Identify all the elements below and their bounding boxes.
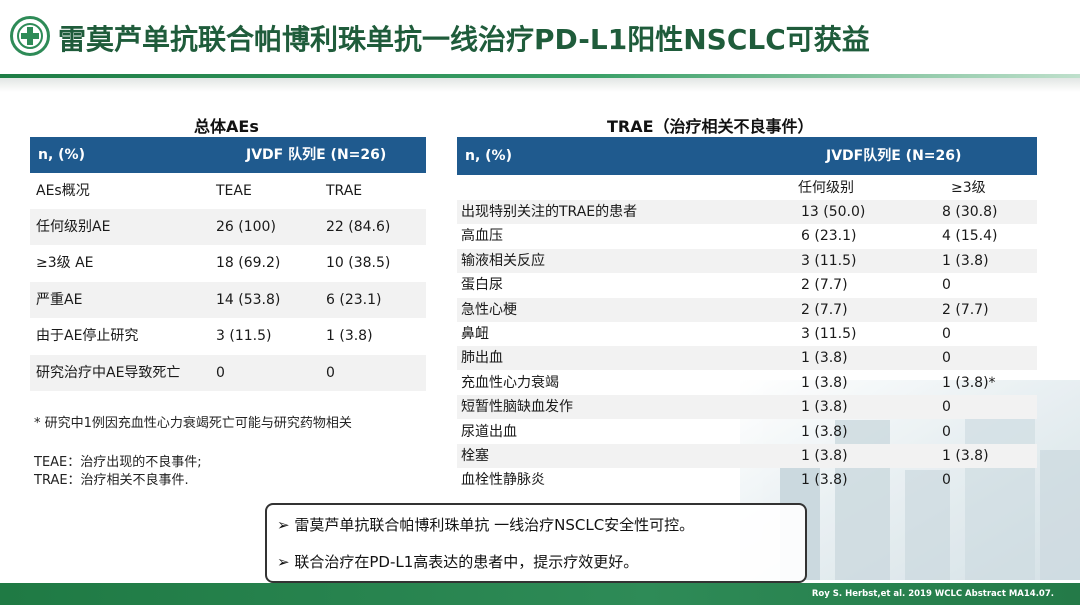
trae-definition: TRAE：治疗相关不良事件.	[34, 473, 189, 488]
left-table-row: 研究治疗中AE导致死亡 0 0	[30, 355, 426, 391]
right-col-label: n, (%)	[465, 148, 512, 164]
row-label: 由于AE停止研究	[36, 328, 139, 344]
any-grade-value: 1 (3.8)	[801, 399, 848, 416]
header-divider	[0, 74, 1080, 78]
death-footnote: * 研究中1例因充血性心力衰竭死亡可能与研究药物相关	[34, 416, 352, 431]
any-grade-value: 1 (3.8)	[801, 448, 848, 464]
row-label: 栓塞	[461, 448, 489, 464]
slide-header: 雷莫芦单抗联合帕博利珠单抗一线治疗PD-L1阳性NSCLC可获益	[0, 0, 1080, 78]
citation: Roy S. Herbst,et al. 2019 WCLC Abstract …	[811, 589, 1054, 599]
row-label: 血栓性静脉炎	[461, 472, 545, 489]
grade3-value: 1 (3.8)	[942, 252, 989, 269]
right-table-title: TRAE（治疗相关不良事件）	[607, 117, 814, 136]
row-label: 肺出血	[461, 350, 503, 367]
grade3-value: 2 (7.7)	[942, 301, 989, 318]
grade3-value: 0	[942, 350, 951, 367]
grade3-value: 8 (30.8)	[942, 204, 998, 220]
left-table-title: 总体AEs	[194, 117, 259, 136]
left-table-row: 严重AE 14 (53.8) 6 (23.1)	[30, 282, 426, 318]
any-grade-value: 3 (11.5)	[801, 326, 857, 342]
trae-value: TRAE	[326, 183, 363, 199]
trae-value: 6 (23.1)	[326, 292, 382, 308]
row-label: 鼻衄	[461, 326, 489, 342]
right-table-row: 肺出血 1 (3.8) 0	[457, 346, 1037, 371]
teae-value: 18 (69.2)	[216, 255, 281, 271]
row-label: 研究治疗中AE导致死亡	[36, 365, 181, 381]
row-label: 任何级别AE	[36, 219, 111, 235]
subheader-any-grade: 任何级别	[798, 180, 854, 196]
row-label: 高血压	[461, 228, 503, 245]
any-grade-value: 1 (3.8)	[801, 350, 848, 367]
trae-value: 10 (38.5)	[326, 255, 391, 271]
right-group-label: JVDF队列E (N=26)	[826, 148, 962, 164]
row-label: 短暂性脑缺血发作	[461, 399, 573, 416]
row-label: 严重AE	[36, 292, 83, 308]
right-table-row: 尿道出血 1 (3.8) 0	[457, 420, 1037, 444]
row-label: 尿道出血	[461, 423, 517, 440]
any-grade-value: 3 (11.5)	[801, 252, 857, 269]
grade3-value: 0	[942, 326, 951, 342]
teae-value: 0	[216, 365, 225, 381]
left-table-row: 由于AE停止研究 3 (11.5) 1 (3.8)	[30, 318, 426, 354]
grade3-value: 0	[942, 423, 951, 440]
right-subheader-row: 任何级别 ≥3级	[457, 176, 1037, 200]
teae-value: TEAE	[216, 183, 252, 199]
grade3-value: 0	[942, 399, 951, 416]
grade3-value: 0	[942, 277, 951, 294]
left-table-header: n, (%) JVDF 队列E (N=26)	[30, 137, 426, 173]
trae-value: 0	[326, 365, 335, 381]
any-grade-value: 1 (3.8)	[801, 472, 848, 489]
row-label: 充血性心力衰竭	[461, 374, 559, 391]
subheader-grade3: ≥3级	[951, 180, 986, 196]
right-table-row: 短暂性脑缺血发作 1 (3.8) 0	[457, 395, 1037, 420]
row-label: 蛋白尿	[461, 277, 503, 294]
right-table-header: n, (%) JVDF队列E (N=26)	[457, 137, 1037, 175]
trae-value: 22 (84.6)	[326, 219, 391, 235]
grade3-value: 0	[942, 472, 951, 489]
any-grade-value: 2 (7.7)	[801, 277, 848, 294]
row-label: AEs概况	[36, 183, 90, 199]
grade3-value: 1 (3.8)	[942, 448, 989, 464]
grade3-value: 1 (3.8)*	[942, 374, 996, 391]
left-table-row: ≥3级 AE 18 (69.2) 10 (38.5)	[30, 245, 426, 281]
conclusion-line-1: ➢ 雷莫芦单抗联合帕博利珠单抗 一线治疗NSCLC安全性可控。	[277, 516, 695, 534]
teae-definition: TEAE：治疗出现的不良事件;	[34, 455, 202, 470]
row-label: 输液相关反应	[461, 252, 545, 269]
right-table-row: 血栓性静脉炎 1 (3.8) 0	[457, 468, 1037, 492]
hospital-logo-icon	[10, 16, 50, 56]
left-table-row: AEs概况 TEAE TRAE	[30, 173, 426, 209]
any-grade-value: 2 (7.7)	[801, 301, 848, 318]
right-table-row: 输液相关反应 3 (11.5) 1 (3.8)	[457, 248, 1037, 273]
any-grade-value: 6 (23.1)	[801, 228, 857, 245]
right-table-row: 充血性心力衰竭 1 (3.8) 1 (3.8)*	[457, 371, 1037, 395]
teae-value: 26 (100)	[216, 219, 276, 235]
row-label: ≥3级 AE	[36, 255, 94, 271]
any-grade-value: 1 (3.8)	[801, 423, 848, 440]
bullet-arrow-icon: ➢	[277, 553, 290, 571]
teae-value: 3 (11.5)	[216, 328, 272, 344]
right-table-row: 栓塞 1 (3.8) 1 (3.8)	[457, 444, 1037, 468]
trae-value: 1 (3.8)	[326, 328, 373, 344]
bullet-arrow-icon: ➢	[277, 516, 290, 534]
right-table-row: 高血压 6 (23.1) 4 (15.4)	[457, 224, 1037, 248]
conclusion-line-2: ➢ 联合治疗在PD-L1高表达的患者中，提示疗效更好。	[277, 553, 639, 571]
right-table-row: 鼻衄 3 (11.5) 0	[457, 322, 1037, 346]
right-table-row: 急性心梗 2 (7.7) 2 (7.7)	[457, 297, 1037, 322]
row-label: 急性心梗	[461, 301, 517, 318]
slide-title: 雷莫芦单抗联合帕博利珠单抗一线治疗PD-L1阳性NSCLC可获益	[58, 23, 870, 56]
right-table-row: 蛋白尿 2 (7.7) 0	[457, 273, 1037, 297]
left-group-label: JVDF 队列E (N=26)	[246, 147, 387, 163]
any-grade-value: 13 (50.0)	[801, 204, 866, 220]
grade3-value: 4 (15.4)	[942, 228, 998, 245]
right-table-row: 出现特别关注的TRAE的患者 13 (50.0) 8 (30.8)	[457, 200, 1037, 224]
conclusion-callout: ➢ 雷莫芦单抗联合帕博利珠单抗 一线治疗NSCLC安全性可控。 ➢ 联合治疗在P…	[265, 503, 807, 583]
teae-value: 14 (53.8)	[216, 292, 281, 308]
any-grade-value: 1 (3.8)	[801, 374, 848, 391]
left-col-label: n, (%)	[38, 147, 85, 163]
row-label: 出现特别关注的TRAE的患者	[461, 204, 638, 220]
slide-footer: Roy S. Herbst,et al. 2019 WCLC Abstract …	[0, 583, 1080, 605]
left-table-row: 任何级别AE 26 (100) 22 (84.6)	[30, 209, 426, 245]
header-shadow	[0, 78, 1080, 92]
